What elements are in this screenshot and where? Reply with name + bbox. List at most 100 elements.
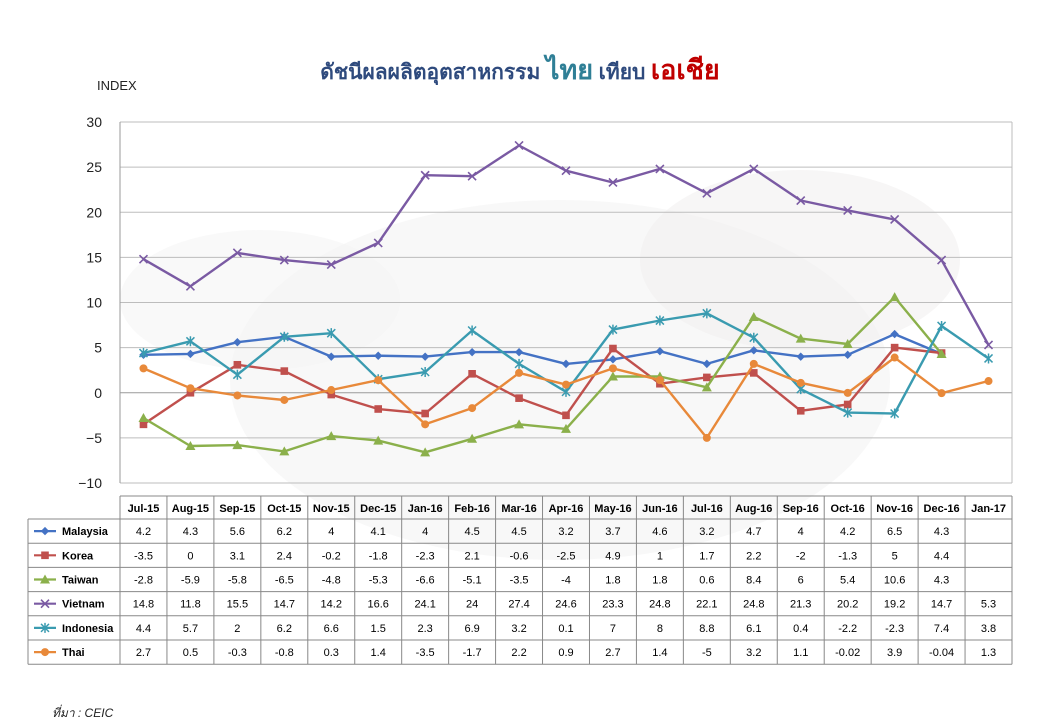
- table-cell: -3.5: [510, 575, 529, 587]
- data-point: [420, 447, 431, 457]
- table-cell: 3.1: [230, 550, 245, 562]
- table-cell: 0.4: [793, 623, 808, 635]
- table-cell: 0.1: [558, 623, 573, 635]
- data-point: [795, 333, 806, 343]
- table-cell: 4.2: [136, 526, 151, 538]
- table-cell: 3.2: [699, 526, 714, 538]
- data-point: [843, 205, 853, 216]
- series-line: [143, 332, 943, 366]
- series-line: [142, 144, 990, 346]
- data-point: [561, 423, 571, 433]
- data-point: [890, 353, 899, 362]
- data-point: [937, 255, 947, 265]
- data-point: [514, 347, 524, 357]
- data-point: [936, 348, 947, 358]
- data-point: [326, 431, 337, 441]
- data-point: [421, 420, 430, 429]
- table-cell: 22.1: [696, 599, 717, 611]
- table-cell: 1.5: [371, 623, 386, 635]
- data-point: [326, 328, 336, 339]
- data-point: [655, 164, 665, 174]
- title-part-asia: เอเชีย: [650, 55, 720, 86]
- source-note: ที่มา : CEIC: [52, 706, 114, 720]
- data-point: [608, 355, 618, 364]
- series-indonesia: [138, 308, 994, 419]
- table-cell: 8: [657, 623, 663, 635]
- table-cell: 24.6: [555, 599, 576, 611]
- data-table: Jul-15 Aug-15 Sep-15 Oct-15 Nov-15 Dec-15 Jan-…: [27, 495, 1013, 665]
- y-tick-label: 5: [94, 340, 102, 356]
- table-cell: 6.9: [464, 623, 479, 635]
- table-cell: -1.3: [838, 550, 857, 562]
- data-point: [702, 433, 711, 442]
- table-cell: 3.2: [558, 526, 573, 538]
- table-cell: 4: [328, 526, 334, 538]
- data-point: [186, 384, 195, 393]
- table-cell: -6.5: [275, 575, 294, 587]
- data-point: [139, 420, 148, 429]
- table-cell: -4: [561, 575, 571, 587]
- data-point: [232, 440, 243, 450]
- table-cell: 5.3: [981, 599, 996, 611]
- data-point: [984, 377, 993, 386]
- table-cell: 4: [798, 526, 804, 538]
- data-point: [327, 390, 336, 399]
- legend-label: Korea: [62, 550, 94, 562]
- table-cell: 2.7: [136, 647, 151, 659]
- table-cell: -0.02: [835, 647, 860, 659]
- table-cell: 0.5: [183, 647, 198, 659]
- data-point: [138, 348, 149, 359]
- data-point: [607, 371, 618, 381]
- series-malaysia: [139, 329, 946, 369]
- data-point: [233, 391, 242, 400]
- table-cell: -1.7: [463, 647, 482, 659]
- data-point: [467, 347, 477, 357]
- table-cell: 16.6: [367, 599, 388, 611]
- table-cell: 20.2: [837, 599, 858, 611]
- data-point: [232, 369, 242, 380]
- category-label: Feb-16: [454, 503, 489, 515]
- data-point: [749, 369, 758, 377]
- table-cell: 4.5: [511, 526, 526, 538]
- y-tick-label: 10: [86, 295, 102, 311]
- category-label: Mar-16: [501, 503, 536, 515]
- data-point: [374, 405, 383, 413]
- data-point: [890, 343, 899, 352]
- data-point: [655, 347, 665, 356]
- data-point: [185, 281, 195, 291]
- table-cell: -2.2: [838, 623, 857, 635]
- table-cell: -5.1: [463, 575, 482, 587]
- table-cell: 2: [234, 623, 240, 635]
- data-point: [655, 376, 664, 385]
- table-cell: -0.04: [929, 647, 954, 659]
- table-cell: 24: [466, 599, 478, 611]
- series-line: [142, 295, 943, 454]
- table-cell: 2.7: [605, 647, 620, 659]
- legend-label: Malaysia: [62, 526, 109, 538]
- table-cell: 4.3: [934, 575, 949, 587]
- table-cell: 8.4: [746, 575, 761, 587]
- table-cell: 14.8: [133, 599, 154, 611]
- legend-label: Indonesia: [62, 623, 114, 635]
- legend-label: Taiwan: [62, 575, 99, 587]
- table-cell: 1.4: [371, 647, 386, 659]
- data-point: [843, 350, 852, 360]
- table-cell: 1.8: [652, 575, 667, 587]
- table-cell: -4.8: [322, 575, 341, 587]
- table-cell: 2.2: [511, 647, 526, 659]
- data-point: [609, 344, 617, 353]
- data-point: [280, 395, 289, 404]
- data-point: [749, 359, 758, 368]
- table-cell: -5.3: [369, 575, 388, 587]
- data-point: [515, 368, 524, 377]
- table-cell: 6.1: [746, 623, 761, 635]
- table-cell: 5.4: [840, 575, 855, 587]
- table-cell: -5.8: [228, 575, 247, 587]
- data-point: [843, 407, 853, 418]
- data-point: [41, 551, 49, 560]
- data-point: [139, 364, 148, 373]
- category-label: Apr-16: [549, 503, 584, 515]
- data-point: [608, 364, 617, 373]
- table-cell: 1.4: [652, 647, 667, 659]
- y-axis-label: INDEX: [97, 78, 137, 93]
